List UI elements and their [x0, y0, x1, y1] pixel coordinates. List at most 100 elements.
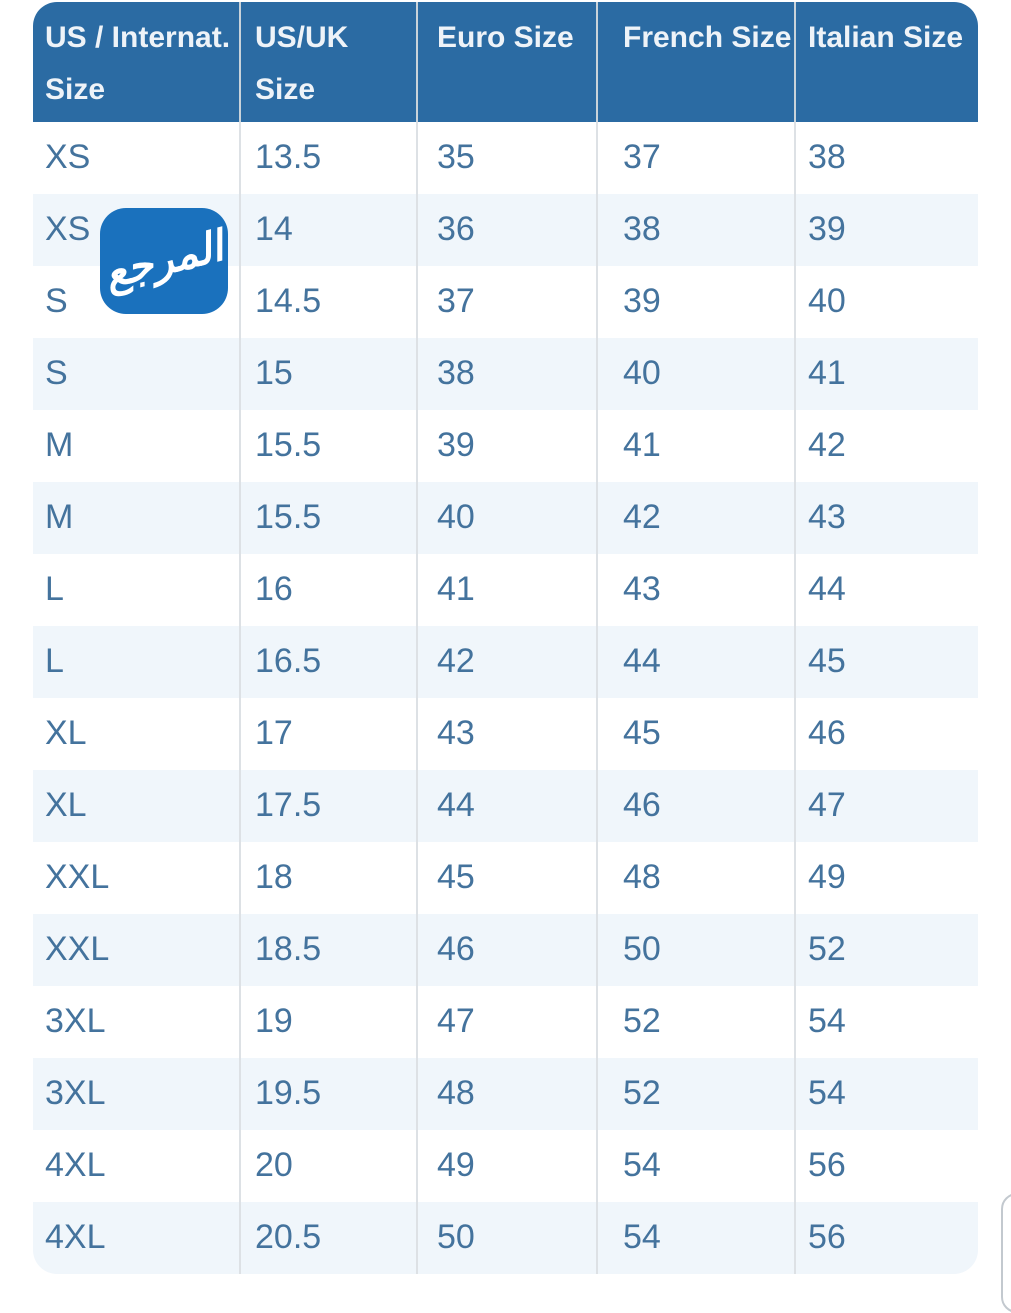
table-cell: 45	[418, 842, 598, 914]
table-row: XXL 18.5 46 50 52	[33, 914, 978, 986]
table-cell: L	[33, 554, 241, 626]
table-cell: 15.5	[241, 482, 418, 554]
table-cell: 41	[418, 554, 598, 626]
table-cell: 44	[808, 570, 846, 608]
table-cell: 43	[418, 698, 598, 770]
table-cell: 52	[808, 930, 846, 968]
table-cell: 37	[598, 122, 796, 194]
table-cell: 4XL	[33, 1202, 241, 1274]
table-row: 3XL 19 47 52 54	[33, 986, 978, 1058]
table-cell: 15	[241, 338, 418, 410]
table-cell: 42	[418, 626, 598, 698]
table-cell: 45	[598, 698, 796, 770]
floating-button-partial[interactable]	[1001, 1193, 1011, 1313]
column-header: Euro Size	[418, 2, 598, 122]
table-row: S 15 38 40 41	[33, 338, 978, 410]
table-row: L 16.5 42 44 45	[33, 626, 978, 698]
table-cell: 37	[418, 266, 598, 338]
table-cell: 39	[418, 410, 598, 482]
table-cell: XS	[33, 194, 241, 266]
table-cell: 44	[418, 770, 598, 842]
table-row: M 15.5 40 42 43	[33, 482, 978, 554]
page: US / Internat. Size US/UK Size Euro Size Fr…	[33, 2, 1011, 1313]
table-cell: 46	[418, 914, 598, 986]
table-cell: XL	[33, 770, 241, 842]
logo-arabic-text: المرجع	[100, 220, 228, 298]
table-cell: 56	[808, 1146, 846, 1184]
table-cell: 17.5	[241, 770, 418, 842]
table-cell: 14.5	[241, 266, 418, 338]
table-cell: 49	[418, 1130, 598, 1202]
table-row: 4XL 20 49 54 56	[33, 1130, 978, 1202]
table-cell: 46	[598, 770, 796, 842]
table-cell: 38	[808, 138, 846, 176]
table-cell: 47	[418, 986, 598, 1058]
table-cell: 54	[598, 1202, 796, 1274]
table-cell: 13.5	[241, 122, 418, 194]
table-cell: 44	[598, 626, 796, 698]
table-cell: 38	[598, 194, 796, 266]
table-cell: 16	[241, 554, 418, 626]
table-cell: 36	[418, 194, 598, 266]
table-cell: 42	[808, 426, 846, 464]
table-cell: XXL	[33, 914, 241, 986]
table-cell: 3XL	[33, 1058, 241, 1130]
table-cell: 43	[598, 554, 796, 626]
table-cell: 40	[598, 338, 796, 410]
table-cell: 19.5	[241, 1058, 418, 1130]
table-cell: 38	[418, 338, 598, 410]
table-cell: XS	[33, 122, 241, 194]
table-cell: 18.5	[241, 914, 418, 986]
table-header-row: US / Internat. Size US/UK Size Euro Size Fr…	[33, 2, 978, 122]
table-cell: 50	[598, 914, 796, 986]
table-row: XS 13.5 35 37 38	[33, 122, 978, 194]
table-row: 4XL 20.5 50 54 56	[33, 1202, 978, 1274]
column-header: US/UK Size	[241, 2, 418, 122]
table-cell: 35	[418, 122, 598, 194]
table-cell: 56	[808, 1218, 846, 1256]
table-cell: L	[33, 626, 241, 698]
table-cell: 4XL	[33, 1130, 241, 1202]
table-cell: 45	[808, 642, 846, 680]
table-cell: 40	[418, 482, 598, 554]
table-row: M 15.5 39 41 42	[33, 410, 978, 482]
table-cell: 20	[241, 1130, 418, 1202]
column-header: US / Internat. Size	[33, 2, 241, 122]
table-cell: 42	[598, 482, 796, 554]
almarjie-logo-watermark: المرجع	[100, 208, 228, 314]
table-cell: 52	[598, 1058, 796, 1130]
table-cell: 39	[598, 266, 796, 338]
table-cell: XXL	[33, 842, 241, 914]
table-cell: 19	[241, 986, 418, 1058]
table-cell: 3XL	[33, 986, 241, 1058]
table-cell: 54	[808, 1074, 846, 1112]
table-cell: 46	[808, 714, 846, 752]
table-cell: 15.5	[241, 410, 418, 482]
table-cell: M	[33, 410, 241, 482]
table-row: L 16 41 43 44	[33, 554, 978, 626]
table-cell: 50	[418, 1202, 598, 1274]
column-header: French Size	[598, 2, 796, 122]
table-cell: S	[33, 266, 241, 338]
table-row: S 14.5 37 39 40	[33, 266, 978, 338]
table-cell: 16.5	[241, 626, 418, 698]
table-cell: 54	[598, 1130, 796, 1202]
table-row: XL 17 43 45 46	[33, 698, 978, 770]
table-cell: 47	[808, 786, 846, 824]
table-cell: 48	[418, 1058, 598, 1130]
table-body: XS 13.5 35 37 38 XS 14 36 38 39 S 14.5 37 39 40 S 15 38 40…	[33, 122, 978, 1274]
table-cell: 14	[241, 194, 418, 266]
table-cell: M	[33, 482, 241, 554]
table-cell: 39	[808, 210, 846, 248]
size-chart-table: US / Internat. Size US/UK Size Euro Size Fr…	[33, 2, 978, 1274]
table-row: XXL 18 45 48 49	[33, 842, 978, 914]
table-cell: 40	[808, 282, 846, 320]
table-cell: 41	[808, 354, 846, 392]
table-cell: S	[33, 338, 241, 410]
table-cell: 52	[598, 986, 796, 1058]
column-header: Italian Size	[808, 21, 964, 54]
table-cell: 48	[598, 842, 796, 914]
table-cell: 20.5	[241, 1202, 418, 1274]
table-cell: 54	[808, 1002, 846, 1040]
table-row: 3XL 19.5 48 52 54	[33, 1058, 978, 1130]
